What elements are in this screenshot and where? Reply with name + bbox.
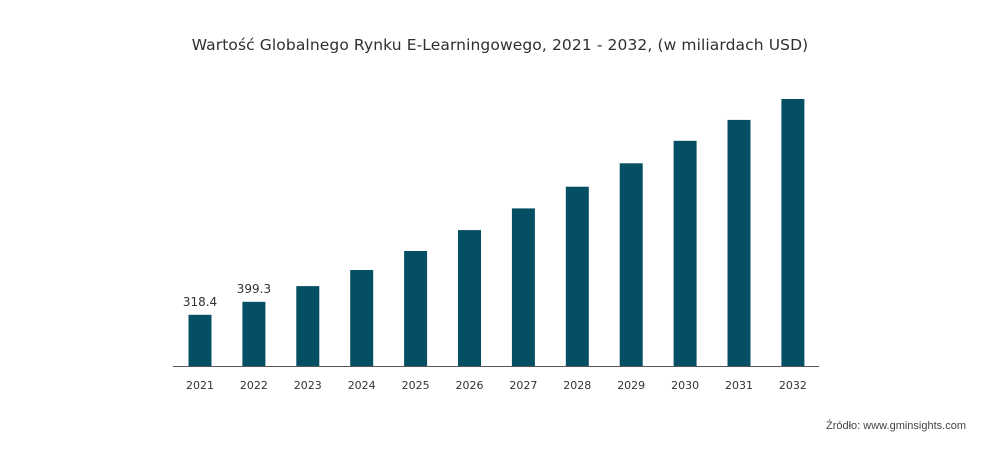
bar-2027 xyxy=(511,208,535,366)
x-tick-label-2022: 2022 xyxy=(240,379,268,392)
chart-title: Wartość Globalnego Rynku E-Learningowego… xyxy=(191,36,809,54)
x-tick-label-2029: 2029 xyxy=(617,379,645,392)
x-tick-label-2023: 2023 xyxy=(294,379,322,392)
data-labels: 318.4 399.3 xyxy=(183,282,271,309)
bar-2029 xyxy=(619,163,643,366)
source-note: Źródło: www.gminsights.com xyxy=(826,420,966,432)
x-tick-label-2021: 2021 xyxy=(186,379,214,392)
bar-2031 xyxy=(727,119,751,367)
bar-2025 xyxy=(404,251,428,366)
x-tick-label-2030: 2030 xyxy=(671,379,699,392)
bar-2032 xyxy=(781,99,805,366)
x-tick-label-2026: 2026 xyxy=(456,379,484,392)
data-label-2021: 318.4 xyxy=(183,295,217,309)
bar-2030 xyxy=(673,140,697,366)
x-tick-label-2028: 2028 xyxy=(563,379,591,392)
bar-2024 xyxy=(350,270,374,366)
data-label-2022: 399.3 xyxy=(237,282,271,296)
x-tick-label-2024: 2024 xyxy=(348,379,376,392)
bars-group xyxy=(188,99,805,367)
x-tick-label-2027: 2027 xyxy=(509,379,537,392)
bar-2021 xyxy=(188,314,212,366)
x-tick-labels: 2021 2022 2023 2024 2025 2026 2027 2028 2029 2030… xyxy=(186,379,807,392)
x-tick-label-2032: 2032 xyxy=(779,379,807,392)
x-tick-label-2031: 2031 xyxy=(725,379,753,392)
bar-2023 xyxy=(296,286,320,366)
bar-2026 xyxy=(458,230,481,366)
bar-2022 xyxy=(242,301,266,366)
x-tick-label-2025: 2025 xyxy=(402,379,430,392)
bar-2028 xyxy=(565,186,589,366)
